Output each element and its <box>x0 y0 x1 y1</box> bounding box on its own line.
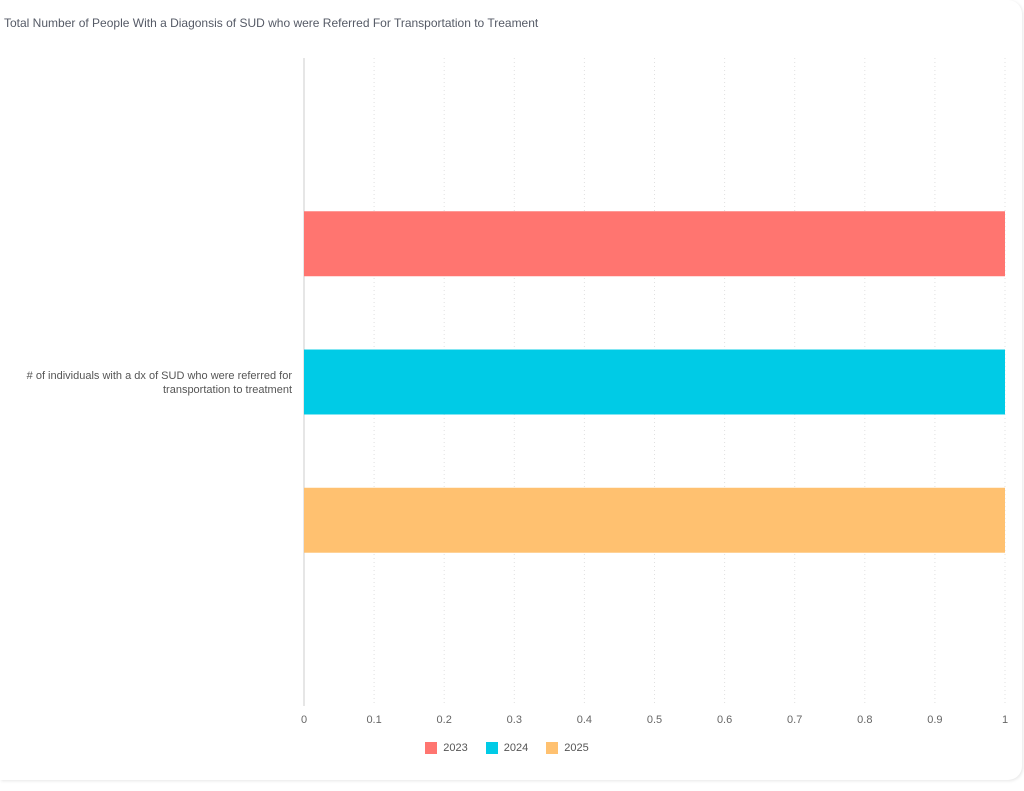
legend-item-2025[interactable]: 2025 <box>546 742 589 754</box>
category-label: # of individuals with a dx of SUD who we… <box>27 370 293 382</box>
x-tick-label: 0.3 <box>507 714 522 726</box>
x-tick-label: 0.5 <box>647 714 662 726</box>
chart-legend: 2023 2024 2025 <box>0 742 1014 754</box>
bar-2023 <box>304 211 1005 277</box>
bar-2025 <box>304 487 1005 553</box>
chart-title: Total Number of People With a Diagonsis … <box>4 16 539 30</box>
category-label: transportation to treatment <box>163 384 292 396</box>
legend-swatch <box>425 742 438 754</box>
legend-item-2023[interactable]: 2023 <box>425 742 468 754</box>
legend-label: 2024 <box>503 742 529 754</box>
x-tick-label: 1 <box>1002 714 1008 726</box>
x-tick-label: 0.4 <box>577 714 592 726</box>
legend-swatch <box>546 742 559 754</box>
x-tick-label: 0 <box>301 714 307 726</box>
x-tick-label: 0.2 <box>437 714 452 726</box>
legend-label: 2025 <box>564 742 589 754</box>
x-tick-label: 0.1 <box>366 714 381 726</box>
bar-chart: 0 0.1 0.2 0.3 0.4 0.5 0.6 0.7 0.8 0.9 1 # of indivi… <box>27 58 1008 726</box>
x-tick-label: 0.7 <box>787 714 802 726</box>
bar-2024 <box>304 349 1005 415</box>
legend-label: 2023 <box>443 742 468 754</box>
x-tick-label: 0.8 <box>857 714 872 726</box>
x-tick-label: 0.6 <box>717 714 732 726</box>
legend-swatch <box>485 742 498 754</box>
legend-item-2024[interactable]: 2024 <box>485 742 529 754</box>
x-tick-label: 0.9 <box>927 714 942 726</box>
